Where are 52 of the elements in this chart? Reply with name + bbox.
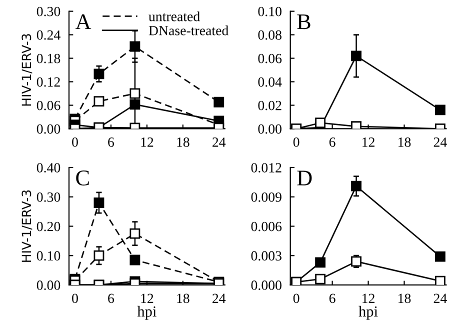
y-tick-label: 0.10 [36,251,60,261]
y-tick-label: 0.20 [36,222,60,232]
legend-label: DNase-treated [148,26,228,36]
x-tick-label: 12 [362,294,374,303]
y-tick-label: 0.18 [36,54,60,64]
y-tick-label: 0.00 [36,124,60,134]
y-tick-label: 0.40 [36,163,60,173]
chart-title: B [297,14,310,30]
x-tick-label: 0 [72,294,78,304]
x-tick-label: 12 [141,138,154,147]
y-tick-label: 0.30 [36,6,60,16]
x-tick-label: 12 [141,294,154,303]
chart-title: C [76,170,89,186]
legend-label: untreated [148,11,200,22]
y-tick-label: 0.012 [251,163,282,173]
x-axis-title: hpi [358,306,378,320]
y-tick-label: 0.00 [36,280,60,290]
x-tick-label: 24 [434,138,447,147]
y-tick-label: 0.02 [258,100,282,110]
chart-title: A [75,14,92,30]
chart-title: D [297,170,312,186]
y-tick-label: 0.08 [258,30,282,40]
x-tick-label: 12 [362,138,374,147]
x-tick-label: 24 [434,294,447,303]
y-axis-title: HIV-1/ERV-3 [22,190,32,262]
y-tick-label: 0.30 [36,192,60,202]
x-tick-label: 0 [293,294,300,304]
y-tick-label: 0.24 [36,30,60,40]
y-tick-label: 0.10 [258,6,282,16]
x-tick-label: 0 [72,137,78,147]
x-tick-label: 6 [329,294,336,304]
y-tick-label: 0.003 [251,251,282,261]
x-tick-label: 6 [108,294,114,304]
x-tick-label: 6 [108,138,114,147]
x-tick-label: 24 [212,138,226,147]
x-tick-label: 18 [398,294,411,304]
x-tick-label: 18 [398,137,411,147]
y-tick-label: 0.04 [258,77,282,87]
x-tick-label: 6 [329,138,336,147]
x-tick-label: 24 [212,294,226,303]
x-tick-label: 18 [177,294,190,304]
x-tick-label: 18 [177,137,190,147]
y-tick-label: 0.06 [36,100,60,110]
y-tick-label: 0.12 [36,77,60,87]
y-tick-label: 0.06 [258,54,282,64]
x-axis-title: hpi [137,306,156,320]
x-tick-label: 0 [293,137,300,147]
y-tick-label: 0.009 [251,192,282,202]
y-tick-label: 0.006 [251,222,282,232]
y-tick-label: 0.000 [251,280,282,290]
y-axis-title: HIV-1/ERV-3 [22,34,32,106]
y-tick-label: 0.00 [258,124,282,134]
